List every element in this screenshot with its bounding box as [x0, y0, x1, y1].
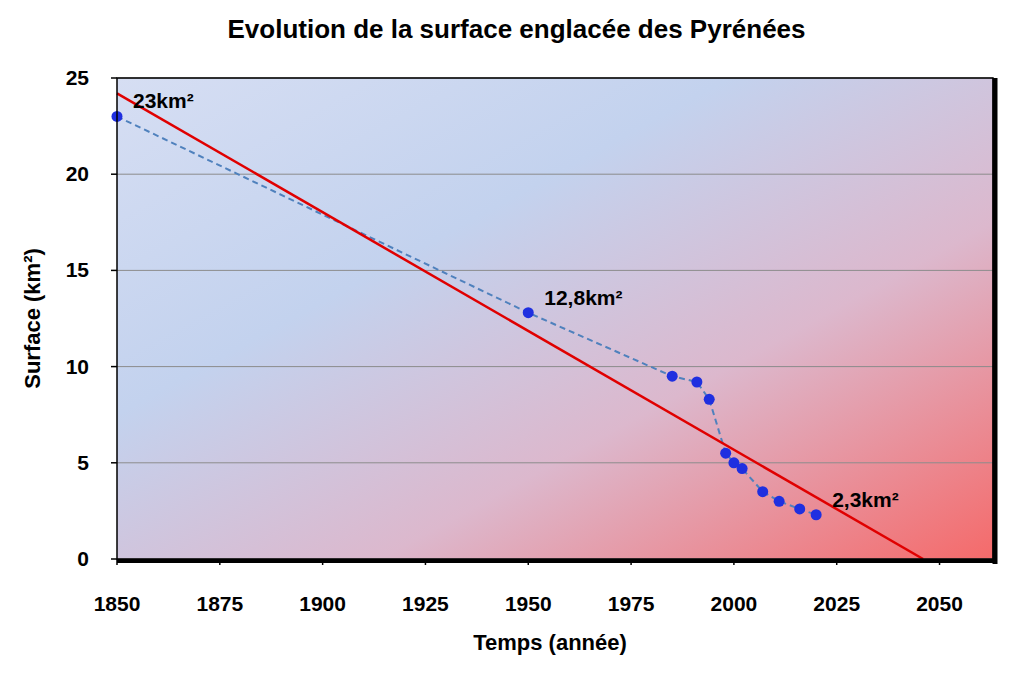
data-point: [811, 509, 822, 520]
x-tick-label: 1950: [505, 592, 552, 615]
data-point: [757, 486, 768, 497]
y-tick-label: 5: [77, 451, 89, 474]
y-tick-label: 0: [77, 547, 89, 570]
data-point: [704, 394, 715, 405]
data-point: [774, 496, 785, 507]
data-point: [737, 463, 748, 474]
data-point: [667, 371, 678, 382]
y-tick: [111, 462, 117, 464]
y-tick-label: 10: [66, 355, 89, 378]
plot-data: [112, 93, 924, 559]
y-tick-label: 20: [66, 162, 89, 185]
y-tick-label: 25: [66, 66, 90, 89]
y-tick: [111, 558, 117, 560]
y-tick: [111, 270, 117, 272]
chart-title: Evolution de la surface englacée des Pyr…: [227, 14, 805, 44]
x-tick-label: 1900: [299, 592, 346, 615]
plot-background: [117, 78, 993, 559]
annotation: 12,8km²: [544, 286, 622, 309]
x-tick-label: 2000: [711, 592, 758, 615]
annotation: 23km²: [133, 89, 194, 112]
series-line: [117, 93, 923, 559]
series-line: [117, 116, 816, 514]
grid-line: [117, 462, 993, 463]
x-tick-label: 2050: [916, 592, 963, 615]
grid-line: [117, 174, 993, 175]
frame-shadow: [993, 78, 998, 564]
y-tick-label: 15: [66, 258, 90, 281]
annotation: 2,3km²: [832, 488, 899, 511]
x-tick-label: 1925: [402, 592, 449, 615]
x-axis-label: Temps (année): [473, 630, 627, 655]
data-point: [720, 448, 731, 459]
grid-line: [117, 270, 993, 271]
data-point: [691, 376, 702, 387]
y-tick: [111, 366, 117, 368]
chart-root: 0510152025185018751900192519501975200020…: [0, 0, 1033, 675]
grid-line: [117, 366, 993, 367]
x-tick-label: 1875: [196, 592, 243, 615]
data-point: [523, 307, 534, 318]
x-tick-label: 2025: [813, 592, 860, 615]
plot-frame: [117, 78, 993, 559]
x-tick-label: 1850: [94, 592, 141, 615]
x-tick-label: 1975: [608, 592, 655, 615]
data-point: [794, 503, 805, 514]
chart-svg: 0510152025185018751900192519501975200020…: [0, 0, 1033, 675]
y-axis-label: Surface (km²): [20, 248, 45, 389]
y-tick: [111, 77, 117, 79]
y-tick: [111, 173, 117, 175]
frame-shadow: [117, 559, 997, 563]
